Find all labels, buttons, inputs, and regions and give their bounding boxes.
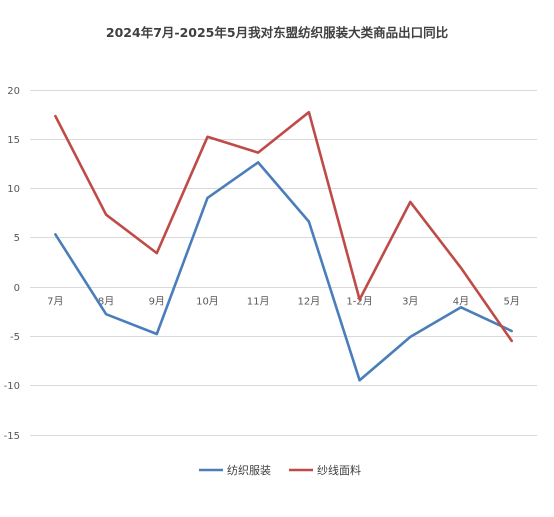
legend: 纺织服装 纱线面料 (199, 463, 361, 477)
legend-label: 纺织服装 (227, 463, 271, 477)
y-tick-label: -10 (4, 381, 20, 392)
y-tick-label: 15 (7, 135, 20, 146)
y-tick-label: 20 (7, 86, 20, 97)
x-tick-label: 10月 (196, 296, 219, 308)
series-line-2 (54, 110, 514, 343)
y-tick-label: -15 (4, 431, 20, 442)
x-tick-label: 3月 (402, 296, 418, 308)
x-tick-label: 1-2月 (346, 296, 372, 308)
x-tick-label: 4月 (453, 296, 469, 308)
y-tick-label: 10 (7, 184, 20, 195)
y-axis: -15 -10 -5 0 5 10 15 20 (4, 86, 20, 442)
gridlines (30, 90, 537, 436)
x-tick-label: 12月 (297, 296, 320, 308)
x-tick-label: 9月 (149, 296, 165, 308)
x-tick-label: 5月 (503, 296, 519, 308)
x-tick-label: 11月 (247, 296, 270, 308)
legend-label: 纱线面料 (317, 463, 361, 477)
y-tick-label: 5 (14, 233, 20, 244)
chart-title: 2024年7月-2025年5月我对东盟纺织服装大类商品出口同比 (106, 25, 449, 40)
y-tick-label: 0 (14, 283, 20, 294)
x-tick-label: 7月 (47, 296, 63, 308)
y-tick-label: -5 (10, 332, 20, 343)
x-axis: 7月 8月 9月 10月 11月 12月 1-2月 3月 4月 5月 (47, 296, 520, 308)
series-lines (54, 110, 514, 382)
x-tick-label: 8月 (98, 296, 114, 308)
series-line-1 (54, 161, 514, 382)
